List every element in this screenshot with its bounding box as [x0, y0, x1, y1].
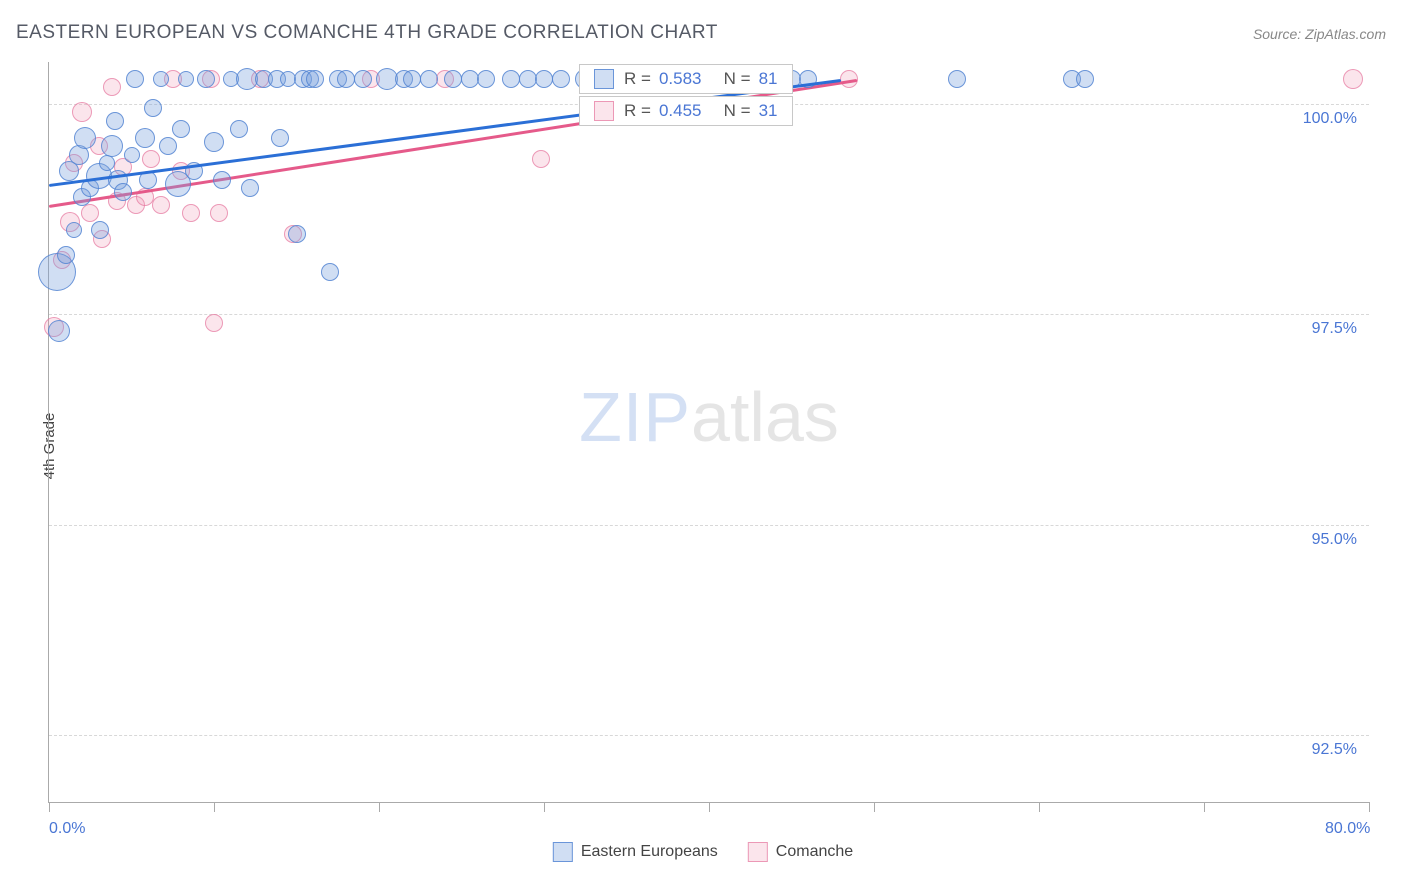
data-point-ee: [535, 70, 553, 88]
data-point-ee: [153, 71, 169, 87]
data-point-co: [81, 204, 99, 222]
data-point-co: [532, 150, 550, 168]
data-point-ee: [178, 71, 194, 87]
data-point-ee: [159, 137, 177, 155]
gridline: [49, 314, 1369, 315]
data-point-co: [182, 204, 200, 222]
x-tick: [379, 802, 380, 812]
data-point-ee: [213, 171, 231, 189]
data-point-ee: [91, 221, 109, 239]
r-legend-text: R = 0.583 N = 81: [624, 69, 778, 89]
data-point-co: [72, 102, 92, 122]
data-point-ee: [74, 127, 96, 149]
x-tick: [1369, 802, 1370, 812]
data-point-ee: [552, 70, 570, 88]
data-point-ee: [477, 70, 495, 88]
source-label: Source: ZipAtlas.com: [1253, 26, 1386, 42]
data-point-ee: [321, 263, 339, 281]
x-tick: [1204, 802, 1205, 812]
data-point-ee: [57, 246, 75, 264]
data-point-ee: [197, 70, 215, 88]
legend-item-co: Comanche: [748, 842, 853, 862]
y-tick-label: 95.0%: [1312, 531, 1357, 549]
data-point-co: [142, 150, 160, 168]
x-tick: [709, 802, 710, 812]
legend-label-ee: Eastern Europeans: [581, 843, 718, 861]
data-point-ee: [502, 70, 520, 88]
x-tick: [1039, 802, 1040, 812]
data-point-ee: [66, 222, 82, 238]
bottom-legend: Eastern Europeans Comanche: [553, 842, 853, 862]
x-tick: [874, 802, 875, 812]
plot-area: ZIPatlas 100.0%97.5%95.0%92.5%0.0%80.0%R…: [48, 62, 1369, 803]
data-point-ee: [124, 147, 140, 163]
x-tick: [49, 802, 50, 812]
data-point-co: [210, 204, 228, 222]
data-point-ee: [241, 179, 259, 197]
r-legend-ee: R = 0.583 N = 81: [579, 64, 793, 94]
data-point-ee: [230, 120, 248, 138]
data-point-ee: [114, 183, 132, 201]
watermark-zip: ZIP: [579, 378, 691, 456]
x-tick: [214, 802, 215, 812]
r-legend-text: R = 0.455 N = 31: [624, 101, 778, 121]
x-tick-label: 80.0%: [1325, 820, 1370, 838]
data-point-co: [1343, 69, 1363, 89]
data-point-ee: [306, 70, 324, 88]
data-point-ee: [288, 225, 306, 243]
data-point-ee: [106, 112, 124, 130]
data-point-ee: [354, 70, 372, 88]
data-point-ee: [144, 99, 162, 117]
legend-swatch-co-icon: [748, 842, 768, 862]
r-legend-co: R = 0.455 N = 31: [579, 96, 793, 126]
data-point-ee: [271, 129, 289, 147]
chart-container: EASTERN EUROPEAN VS COMANCHE 4TH GRADE C…: [0, 0, 1406, 892]
gridline: [49, 735, 1369, 736]
data-point-ee: [204, 132, 224, 152]
data-point-co: [103, 78, 121, 96]
data-point-ee: [101, 135, 123, 157]
data-point-ee: [519, 70, 537, 88]
data-point-ee: [99, 155, 115, 171]
data-point-ee: [420, 70, 438, 88]
data-point-ee: [461, 70, 479, 88]
data-point-ee: [403, 70, 421, 88]
y-tick-label: 100.0%: [1303, 110, 1357, 128]
data-point-ee: [948, 70, 966, 88]
data-point-ee: [172, 120, 190, 138]
gridline: [49, 525, 1369, 526]
chart-title: EASTERN EUROPEAN VS COMANCHE 4TH GRADE C…: [16, 22, 718, 44]
watermark: ZIPatlas: [579, 377, 839, 457]
legend-swatch-icon: [594, 69, 614, 89]
y-tick-label: 97.5%: [1312, 320, 1357, 338]
legend-label-co: Comanche: [776, 843, 853, 861]
legend-swatch-icon: [594, 101, 614, 121]
data-point-ee: [48, 320, 70, 342]
data-point-co: [152, 196, 170, 214]
data-point-co: [205, 314, 223, 332]
legend-swatch-ee-icon: [553, 842, 573, 862]
data-point-ee: [337, 70, 355, 88]
watermark-atlas: atlas: [691, 378, 839, 456]
data-point-ee: [126, 70, 144, 88]
data-point-ee: [444, 70, 462, 88]
x-tick: [544, 802, 545, 812]
x-tick-label: 0.0%: [49, 820, 85, 838]
data-point-ee: [1076, 70, 1094, 88]
data-point-ee: [135, 128, 155, 148]
legend-item-ee: Eastern Europeans: [553, 842, 718, 862]
y-tick-label: 92.5%: [1312, 741, 1357, 759]
